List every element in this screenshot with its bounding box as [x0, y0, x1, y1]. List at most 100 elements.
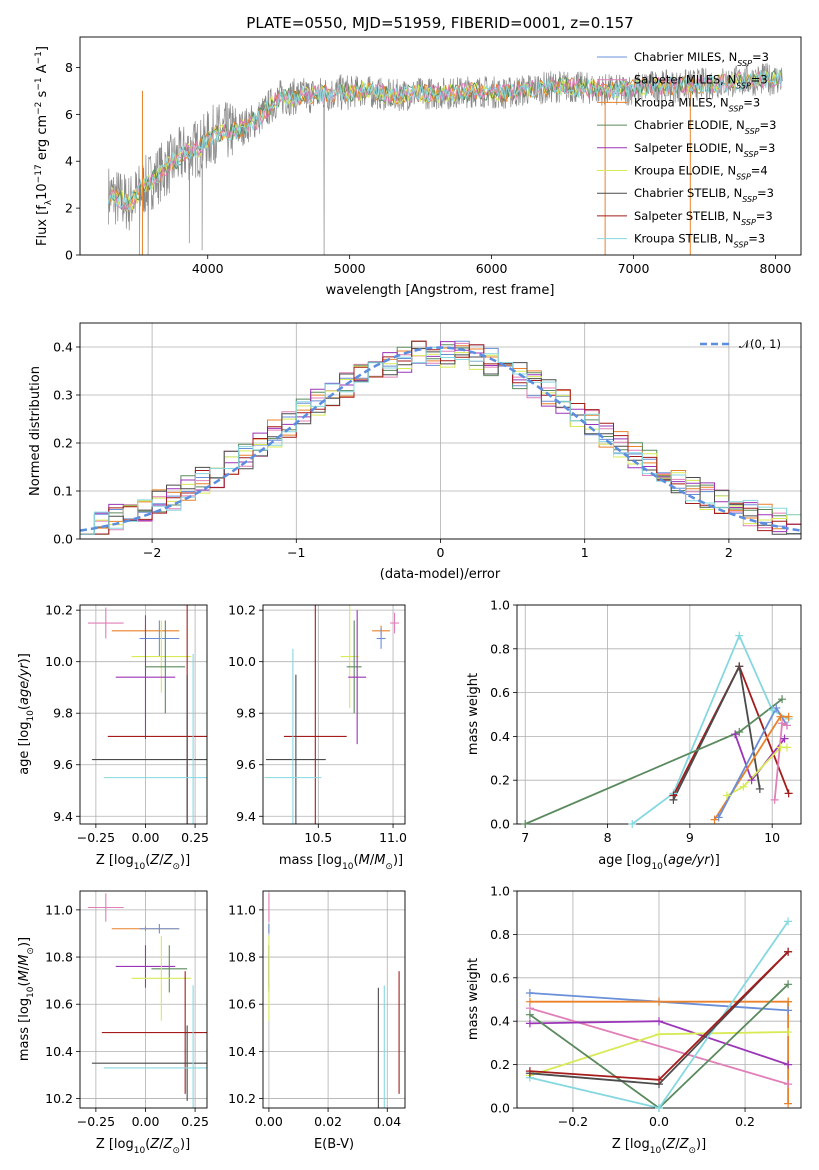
marker-kroupa_miles [784, 1099, 793, 1108]
spectrum-axes: 4000 5000 6000 7000 8000 0 2 4 6 8 [65, 36, 802, 276]
marker-salpeter_elodie [655, 1017, 663, 1026]
model-spectrum-salpeter_miles [107, 70, 782, 212]
tick-label-y: 10.8 [45, 950, 73, 965]
series-line-salpeter_miles [529, 1007, 789, 1085]
legend-entry-kroupa_stelib: Kroupa STELIB, NSSP=3 [634, 232, 765, 250]
tick-label-x: 0.00 [132, 1114, 160, 1129]
tick-label-x: 0 [437, 545, 445, 560]
marker-kroupa_miles [784, 712, 793, 721]
marker-chabrier_miles [525, 988, 534, 997]
tick-label-y: 0.8 [490, 927, 510, 942]
tick-label-x: −0.2 [558, 1114, 588, 1129]
residuals-plot-area [80, 340, 801, 535]
x-axis-label: age [log10(age/yr)] [598, 853, 720, 872]
legend-entry-chabrier_elodie: Chabrier ELODIE, NSSP=3 [634, 118, 776, 136]
tick-label-x: −0.25 [77, 830, 115, 845]
mass-vs-ebv-axes: 0.00 0.02 0.04 10.2 10.4 10.6 10.8 11.0 [228, 890, 406, 1129]
tick-label-y: 9.8 [236, 706, 256, 721]
marker-chabrier_stelib [669, 795, 678, 804]
tick-label-y: 9.4 [53, 809, 73, 824]
tick-label-y: 0.0 [490, 1101, 510, 1116]
marker-chabrier_stelib [735, 662, 744, 671]
tick-label-y: 10.2 [45, 1091, 73, 1106]
marker-kroupa_miles [776, 712, 785, 721]
marker-salpeter_elodie [525, 1019, 534, 1028]
tick-label-x: 8 [604, 830, 612, 845]
marker-salpeter_elodie [747, 776, 756, 785]
marker-chabrier_miles [772, 703, 781, 712]
tick-label-y: 0.4 [490, 729, 510, 744]
tick-label-y: 10.0 [228, 654, 256, 669]
marker-kroupa_elodie [783, 743, 792, 752]
marker-salpeter_elodie [731, 730, 740, 739]
marker-salpeter_stelib [784, 789, 793, 798]
tick-label-y: 10.0 [45, 654, 73, 669]
tick-label-y: 0.2 [490, 1057, 510, 1072]
age-vs-Z-plot-area [87, 605, 207, 824]
marker-chabrier_miles [784, 1006, 793, 1015]
tick-label-y: 0 [65, 248, 73, 263]
tick-label-y: 10.4 [45, 1044, 73, 1059]
histogram-kroupa_stelib [80, 346, 801, 535]
tick-label-x: 8000 [760, 261, 792, 276]
x-axis-label: Z [log10(Z/Z⊙)] [96, 853, 190, 872]
marker-kroupa_stelib [735, 631, 744, 640]
tick-label-x: 10.5 [304, 830, 332, 845]
marker-chabrier_elodie [735, 728, 744, 737]
age-vs-Z-frame [79, 604, 208, 825]
tick-label-x: 0.04 [373, 1114, 401, 1129]
tick-label-y: 11.0 [228, 902, 256, 917]
marker-kroupa_stelib [628, 820, 637, 828]
marker-salpeter_stelib [655, 1075, 663, 1084]
tick-label-x: 4000 [192, 261, 224, 276]
tick-label-y: 10.4 [228, 1044, 256, 1059]
legend-entry-salpeter_stelib: Salpeter STELIB, NSSP=3 [634, 209, 773, 227]
marker-kroupa_miles [655, 997, 663, 1006]
marker-kroupa_stelib [768, 706, 777, 715]
tick-label-y: 0.1 [53, 484, 73, 499]
mass-vs-Z-axes: −0.25 0.00 0.25 10.2 10.4 10.6 10.8 11.0 [45, 890, 209, 1129]
tick-label-y: 10.6 [45, 997, 73, 1012]
tick-label-y: 0.2 [490, 773, 510, 788]
tick-label-x: 9 [686, 830, 694, 845]
weight-vs-age-frame [516, 604, 802, 825]
tick-label-y: 0.8 [490, 641, 510, 656]
tick-label-y: 0.6 [490, 685, 510, 700]
tick-label-x: 6000 [476, 261, 508, 276]
marker-chabrier_elodie [525, 1010, 534, 1019]
tick-label-y: 9.4 [236, 809, 256, 824]
tick-label-y: 0.6 [490, 970, 510, 985]
mass-vs-ebv-plot-area [268, 893, 400, 1108]
tick-label-y: 9.6 [236, 757, 256, 772]
marker-kroupa_stelib [655, 1104, 663, 1112]
series-line-chabrier_elodie [529, 983, 789, 1108]
series-line-kroupa_stelib [529, 920, 789, 1108]
marker-salpeter_miles [770, 795, 779, 804]
mass-vs-Z-frame [79, 890, 208, 1109]
tick-label-x: 11.0 [379, 830, 407, 845]
tick-label-x: −0.25 [77, 1114, 115, 1129]
tick-label-y: 1.0 [490, 884, 510, 899]
marker-kroupa_miles [710, 815, 719, 824]
marker-chabrier_elodie [778, 695, 787, 704]
tick-label-y: 9.8 [53, 706, 73, 721]
tick-label-y: 4 [65, 154, 73, 169]
marker-salpeter_elodie [780, 734, 789, 743]
tick-label-y: 8 [65, 60, 73, 75]
mass-vs-ebv-frame [262, 890, 406, 1109]
tick-label-y: 0.4 [490, 1014, 510, 1029]
marker-chabrier_elodie [521, 820, 530, 828]
marker-kroupa_elodie [739, 782, 748, 791]
tick-label-x: 1 [581, 545, 589, 560]
tick-label-y: 2 [65, 201, 73, 216]
y-axis-label: age [log10(age/yr)] [17, 653, 36, 775]
marker-salpeter_miles [778, 719, 787, 728]
tick-label-x: 0.02 [314, 1114, 342, 1129]
legend-entry-chabrier_miles: Chabrier MILES, NSSP=3 [634, 50, 769, 68]
tick-label-x: 0.25 [181, 830, 209, 845]
model-spectrum-kroupa_stelib [107, 69, 782, 211]
marker-kroupa_stelib [784, 917, 793, 926]
legend-entry-salpeter_miles: Salpeter MILES, NSSP=3 [634, 73, 768, 91]
marker-salpeter_stelib [784, 947, 793, 956]
tick-label-y: 0.2 [53, 436, 73, 451]
